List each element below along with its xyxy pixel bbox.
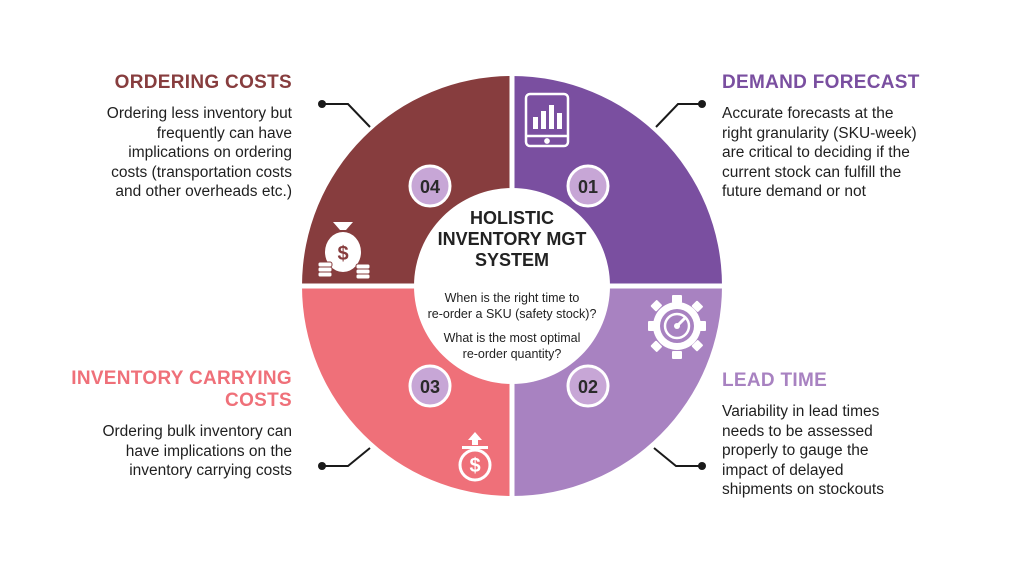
heading-line: COSTS	[225, 390, 292, 411]
badge-number: 01	[578, 177, 598, 197]
desc-line: inventory carrying costs	[129, 462, 292, 479]
badge-04: 04	[408, 164, 452, 208]
desc-line: are critical to deciding if the	[722, 144, 910, 161]
ordering-costs-block: ORDERING COSTS Ordering less inventory b…	[40, 72, 292, 202]
demand-forecast-description: Accurate forecasts at the right granular…	[722, 104, 982, 202]
inventory-carrying-costs-heading: INVENTORY CARRYING COSTS	[30, 368, 292, 412]
connector-demand-forecast	[655, 100, 706, 128]
demand-forecast-heading: DEMAND FORECAST	[722, 72, 920, 93]
heading-line: INVENTORY CARRYING	[71, 368, 292, 389]
segment-ordering-costs	[302, 76, 512, 286]
center-question-safety-stock: When is the right time to re-order a SKU…	[412, 290, 612, 322]
desc-line: Accurate forecasts at the	[722, 105, 894, 122]
desc-line: Ordering less inventory but	[106, 105, 292, 122]
center-question-reorder-quantity: What is the most optimal re-order quanti…	[412, 330, 612, 362]
connector-lead-time	[653, 447, 706, 470]
dollar-upload-icon: $	[458, 432, 492, 482]
desc-line: properly to gauge the	[722, 442, 869, 459]
svg-text:$: $	[337, 243, 348, 265]
question-line: re-order a SKU (safety stock)?	[427, 307, 597, 321]
connector-inventory-carrying-costs	[318, 447, 371, 470]
desc-line: future demand or not	[722, 183, 866, 200]
desc-line: frequently can have	[156, 124, 292, 142]
lead-time-block: LEAD TIME Variability in lead times need…	[722, 370, 982, 500]
inventory-carrying-costs-block: INVENTORY CARRYING COSTS Ordering bulk i…	[30, 368, 292, 481]
center-title-line: HOLISTIC	[470, 208, 554, 228]
desc-line: implications on ordering	[128, 144, 292, 161]
lead-time-description: Variability in lead times needs to be as…	[722, 402, 982, 500]
desc-line: impact of delayed	[722, 461, 844, 479]
desc-line: have implications on the	[125, 442, 292, 460]
badge-number: 03	[420, 377, 440, 397]
badge-number: 02	[578, 377, 598, 397]
connector-ordering-costs	[318, 100, 371, 128]
svg-text:$: $	[469, 455, 480, 477]
desc-line: Ordering bulk inventory can	[102, 423, 292, 440]
badge-03: 03	[408, 364, 452, 408]
segment-inventory-carrying-costs	[302, 286, 512, 496]
center-title: HOLISTIC INVENTORY MGT SYSTEM	[412, 208, 612, 271]
badge-02: 02	[566, 364, 610, 408]
desc-line: Variability in lead times	[722, 403, 880, 420]
question-line: What is the most optimal	[443, 331, 581, 345]
demand-forecast-block: DEMAND FORECAST Accurate forecasts at th…	[722, 72, 982, 202]
center-circle	[416, 190, 608, 382]
desc-line: right granularity (SKU-week)	[722, 124, 917, 142]
ordering-costs-heading: ORDERING COSTS	[114, 72, 292, 93]
tablet-chart-icon	[524, 92, 570, 148]
center-title-line: SYSTEM	[474, 250, 549, 270]
gear-gauge-icon	[648, 295, 706, 359]
badge-01: 01	[566, 164, 610, 208]
desc-line: needs to be assessed	[722, 422, 873, 440]
question-line: re-order quantity?	[462, 347, 562, 361]
center-title-line: INVENTORY MGT	[437, 229, 587, 249]
segment-demand-forecast	[512, 76, 722, 286]
question-line: When is the right time to	[444, 291, 580, 305]
desc-line: current stock can fulfill the	[722, 163, 902, 181]
ordering-costs-description: Ordering less inventory but frequently c…	[40, 104, 292, 202]
money-bag-coins-icon: $	[317, 222, 371, 280]
lead-time-heading: LEAD TIME	[722, 370, 828, 391]
desc-line: costs (transportation costs	[111, 163, 292, 181]
inventory-carrying-costs-description: Ordering bulk inventory can have implica…	[30, 422, 292, 481]
desc-line: and other overheads etc.)	[115, 183, 292, 200]
desc-line: shipments on stockouts	[722, 481, 884, 498]
badge-number: 04	[420, 177, 440, 197]
